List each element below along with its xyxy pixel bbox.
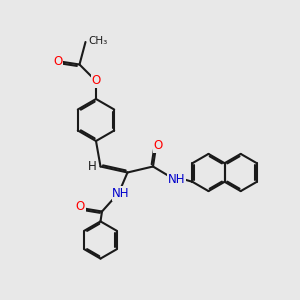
Text: CH₃: CH₃: [88, 35, 108, 46]
Text: O: O: [154, 139, 163, 152]
Text: NH: NH: [168, 173, 185, 186]
Text: O: O: [53, 55, 62, 68]
Text: NH: NH: [112, 187, 130, 200]
Text: H: H: [88, 160, 97, 173]
Text: O: O: [76, 200, 85, 214]
Text: O: O: [92, 74, 100, 88]
